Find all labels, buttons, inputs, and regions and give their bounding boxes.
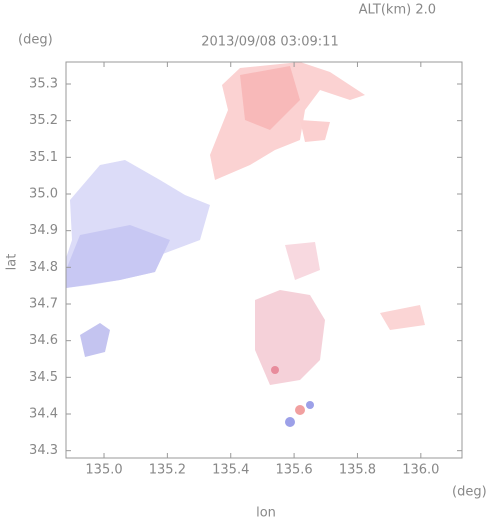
x-tick-label: 135.2 — [149, 463, 186, 478]
altitude-label: ALT(km) 2.0 — [359, 3, 436, 18]
x-tick-label: 135.0 — [85, 463, 122, 478]
y-tick-label: 34.7 — [29, 297, 58, 312]
plot-frame — [65, 61, 463, 459]
y-tick-label: 35.0 — [29, 187, 58, 202]
y-tick-label: 34.3 — [29, 443, 58, 458]
y-tick-label: 34.6 — [29, 333, 58, 348]
y-tick-label: 35.3 — [29, 77, 58, 92]
y-tick-label: 35.2 — [29, 113, 58, 128]
x-tick-label: 136.0 — [402, 463, 439, 478]
y-axis-label: lat — [5, 254, 20, 271]
x-unit: (deg) — [452, 485, 487, 500]
x-tick-label: 135.4 — [212, 463, 249, 478]
y-tick-label: 34.8 — [29, 260, 58, 275]
y-unit: (deg) — [18, 33, 53, 48]
x-tick-label: 135.8 — [339, 463, 376, 478]
x-axis-label: lon — [256, 506, 276, 521]
x-tick-label: 135.6 — [275, 463, 312, 478]
chart-title: 2013/09/08 03:09:11 — [201, 35, 338, 50]
echo-field — [66, 62, 425, 427]
y-tick-label: 34.4 — [29, 407, 58, 422]
y-tick-label: 34.5 — [29, 370, 58, 385]
y-tick-label: 35.1 — [29, 150, 58, 165]
y-tick-label: 34.9 — [29, 223, 58, 238]
